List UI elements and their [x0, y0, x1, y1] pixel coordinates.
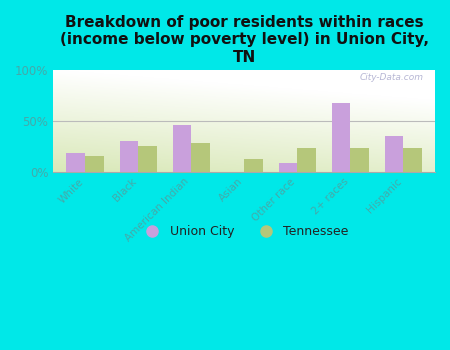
Text: City-Data.com: City-Data.com — [360, 73, 423, 82]
Bar — [385, 136, 403, 172]
Bar — [244, 159, 263, 172]
Title: Breakdown of poor residents within races
(income below poverty level) in Union C: Breakdown of poor residents within races… — [59, 15, 428, 65]
Bar — [85, 156, 104, 172]
Bar — [67, 153, 85, 172]
Bar — [120, 141, 138, 172]
Bar — [403, 148, 422, 172]
Bar — [172, 125, 191, 172]
Legend: Union City, Tennessee: Union City, Tennessee — [135, 220, 353, 243]
Bar — [138, 146, 157, 172]
Bar — [332, 103, 350, 172]
Bar — [350, 148, 369, 172]
Bar — [191, 143, 210, 171]
Bar — [279, 163, 297, 172]
Bar — [297, 148, 316, 172]
